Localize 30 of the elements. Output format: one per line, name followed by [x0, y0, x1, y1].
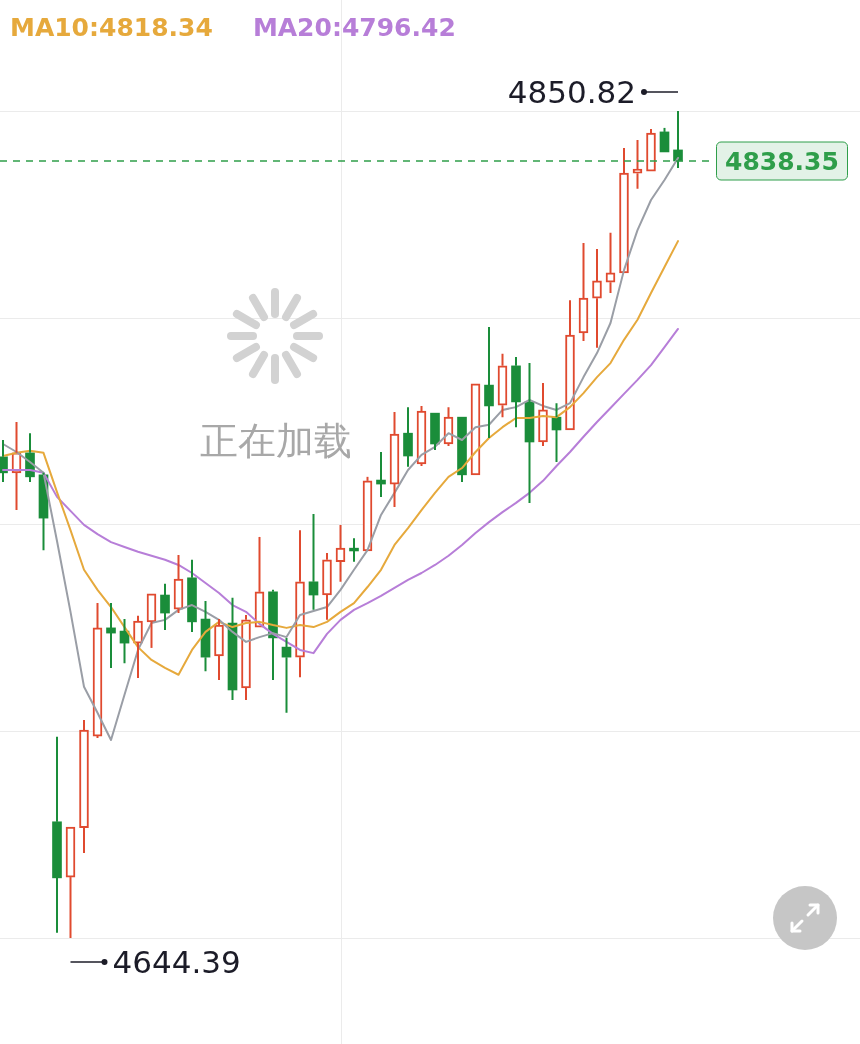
ref-line-label: 4838.35 — [716, 141, 848, 181]
text: 4850.82 — [507, 73, 636, 110]
annotation: 正在加载 — [198, 419, 353, 463]
candlestick — [295, 529, 305, 679]
candlestick — [308, 513, 319, 611]
candlestick — [659, 126, 670, 153]
candlestick — [187, 558, 197, 633]
candlestick — [538, 382, 548, 447]
candlestick — [133, 614, 143, 679]
candlestick — [241, 614, 251, 701]
candlestick — [52, 735, 62, 934]
candlestick — [632, 138, 643, 190]
candlestick — [322, 551, 332, 621]
candlestick — [619, 146, 629, 274]
text: MA20:4796.42 — [252, 13, 456, 42]
text: MA10:4818.34 — [10, 13, 213, 42]
candlestick — [349, 537, 359, 563]
candlestick — [430, 412, 440, 452]
candlestick — [79, 719, 89, 855]
text: 4644.39 — [112, 943, 241, 980]
candlestick — [511, 356, 521, 429]
candlestick — [403, 406, 413, 468]
candlestick — [457, 416, 467, 484]
candlestick — [0, 438, 8, 484]
candlestick — [565, 299, 575, 431]
candlestick — [592, 247, 602, 349]
candlestick — [160, 582, 170, 631]
candlestick — [484, 326, 494, 439]
candlestick — [214, 618, 224, 681]
candlestick — [646, 128, 656, 172]
